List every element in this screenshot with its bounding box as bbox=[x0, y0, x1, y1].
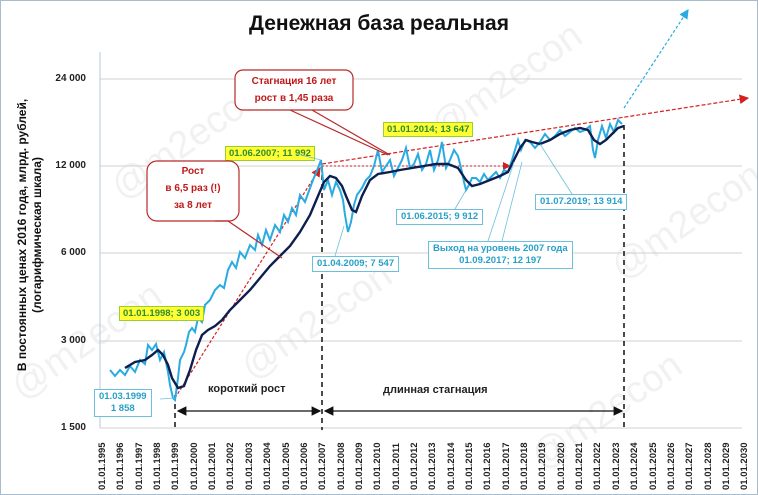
x-tick: 01.01.2024 bbox=[629, 442, 641, 490]
x-tick: 01.01.2019 bbox=[537, 442, 549, 490]
x-tick: 01.01.2016 bbox=[482, 442, 494, 490]
annotation-2015-low: 01.06.2015; 9 912 bbox=[396, 209, 484, 225]
annotation-1999-date: 01.03.1999 bbox=[99, 391, 147, 402]
x-tick: 01.01.1998 bbox=[152, 442, 164, 490]
y-tick: 12 000 bbox=[55, 160, 86, 171]
x-tick: 01.01.2029 bbox=[720, 442, 732, 490]
annotation-2007-peak: 01.06.2007; 11 992 bbox=[225, 146, 315, 161]
stagnation-callout-line2: рост в 1,45 раза bbox=[254, 93, 334, 104]
x-tick: 01.01.2015 bbox=[464, 442, 475, 490]
annotation-2009-low: 01.04.2009; 7 547 bbox=[312, 256, 400, 272]
x-tick: 01.01.1996 bbox=[115, 442, 127, 490]
stagnation-callout: Стагнация 16 лет рост в 1,45 раза bbox=[235, 73, 353, 107]
growth-callout-line2: в 6,5 раз (!) bbox=[165, 183, 221, 194]
stagnation-callout-line1: Стагнация 16 лет bbox=[251, 76, 337, 87]
x-tick: 01.01.1995 bbox=[97, 442, 108, 490]
x-tick: 01.01.2027 bbox=[684, 442, 696, 490]
x-tick: 01.01.2026 bbox=[665, 442, 677, 490]
annotation-2014-peak: 01.01.2014; 13 647 bbox=[383, 122, 474, 137]
x-tick: 01.01.2021 bbox=[574, 442, 586, 490]
x-tick: 01.01.2004 bbox=[262, 442, 274, 490]
x-tick: 01.01.2025 bbox=[647, 442, 659, 490]
x-tick: 01.01.2011 bbox=[390, 442, 402, 490]
growth-callout-line1: Рост bbox=[181, 166, 205, 177]
annotation-2017-value: 01.09.2017; 12 197 bbox=[459, 255, 542, 266]
x-tick: 01.01.1997 bbox=[133, 442, 145, 490]
annotation-2017-recovery: Выход на уровень 2007 года 01.09.2017; 1… bbox=[428, 241, 573, 269]
x-tick: 01.01.2022 bbox=[592, 442, 604, 490]
x-tick: 01.01.2012 bbox=[408, 442, 420, 490]
x-tick: 01.01.2013 bbox=[427, 442, 439, 490]
chart-title: Денежная база реальная bbox=[249, 12, 509, 35]
x-tick: 01.01.2020 bbox=[555, 442, 567, 490]
annotation-2017-title: Выход на уровень 2007 года bbox=[433, 243, 568, 254]
phase-label-short-growth: короткий рост bbox=[208, 383, 286, 395]
x-tick: 01.01.2014 bbox=[445, 442, 457, 490]
x-tick: 01.01.2008 bbox=[335, 442, 347, 490]
annotation-1999-low: 01.03.1999 1 858 bbox=[94, 389, 152, 417]
growth-callout-line3: за 8 лет bbox=[173, 200, 213, 211]
annotation-2019-value: 01.07.2019; 13 914 bbox=[535, 194, 628, 210]
y-tick: 1 500 bbox=[60, 422, 86, 433]
y-tick: 6 000 bbox=[60, 247, 86, 258]
x-tick: 01.01.1999 bbox=[170, 442, 182, 490]
y-tick: 24 000 bbox=[55, 73, 86, 84]
phase-label-long-stagnation: длинная стагнация bbox=[383, 384, 488, 396]
x-tick: 01.01.2023 bbox=[610, 442, 622, 490]
x-tick: 01.01.2028 bbox=[702, 442, 714, 490]
growth-callout: Рост в 6,5 раз (!) за 8 лет bbox=[147, 163, 239, 214]
x-tick: 01.01.2005 bbox=[280, 442, 292, 490]
annotation-1999-value: 1 858 bbox=[110, 403, 135, 414]
x-tick: 01.01.2017 bbox=[500, 442, 512, 490]
annotation-1998-peak: 01.01.1998; 3 003 bbox=[119, 306, 205, 321]
x-tick: 01.01.2030 bbox=[739, 442, 751, 490]
x-tick: 01.01.2018 bbox=[519, 442, 531, 490]
x-tick: 01.01.2009 bbox=[353, 442, 365, 490]
x-tick: 01.01.2007 bbox=[317, 442, 329, 490]
x-tick: 01.01.2000 bbox=[188, 442, 200, 490]
x-tick: 01.01.2006 bbox=[298, 442, 310, 490]
y-tick: 3 000 bbox=[60, 335, 86, 346]
x-tick: 01.01.2010 bbox=[372, 442, 384, 490]
x-tick: 01.01.2002 bbox=[225, 442, 237, 490]
x-tick: 01.01.2003 bbox=[243, 442, 255, 490]
x-tick: 01.01.2001 bbox=[207, 442, 219, 490]
